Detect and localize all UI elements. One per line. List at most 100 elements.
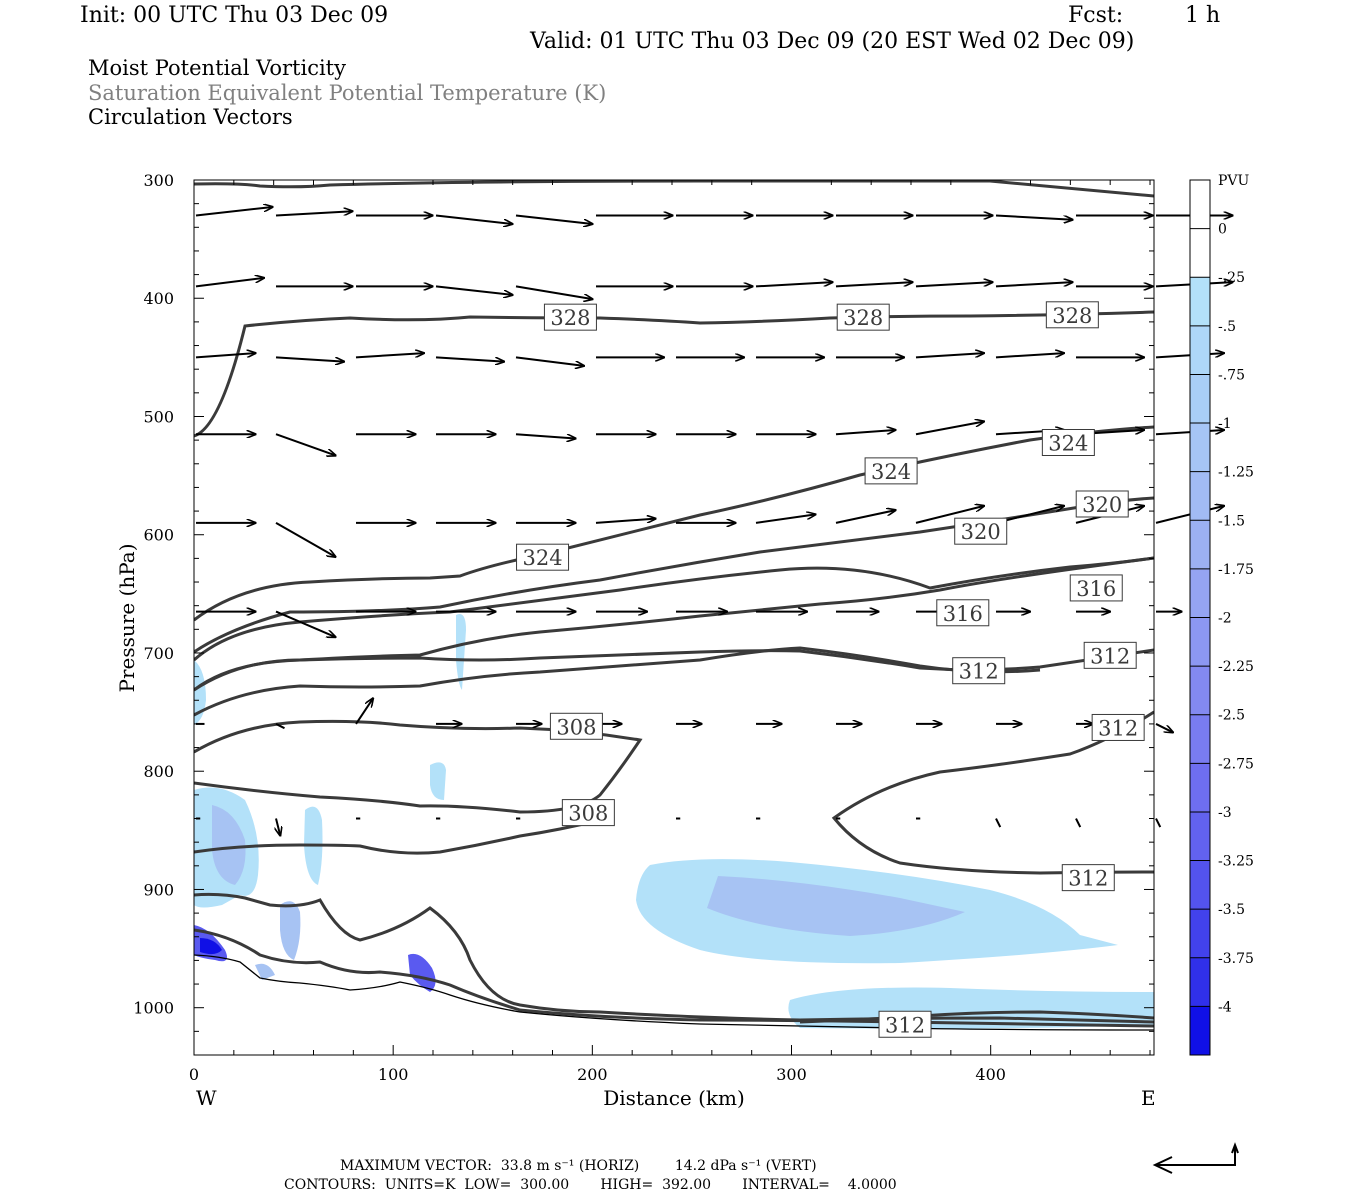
colorbar: PVU 0 -.25 -.5 -.75 -1 -1.25 -1.5 -1.75 -2 -2.25 -2… xyxy=(1189,173,1254,1056)
x-axis-title: Distance (km) xyxy=(603,1086,745,1110)
wind-vector xyxy=(915,506,984,524)
title-theta-es: Saturation Equivalent Potential Temperat… xyxy=(88,81,607,105)
wind-vector xyxy=(515,356,584,366)
wind-vector xyxy=(275,356,344,361)
y-axis-title: Pressure (hPa) xyxy=(115,544,139,693)
x-tick-label: 400 xyxy=(975,1065,1006,1084)
contour-312-mid xyxy=(194,648,1154,692)
wind-vector xyxy=(835,282,913,288)
wind-vector xyxy=(275,723,285,730)
pv-region-surface-3 xyxy=(255,963,275,980)
svg-text:328: 328 xyxy=(550,306,590,330)
y-tick-label: 800 xyxy=(143,762,174,781)
wind-vector xyxy=(995,506,1064,524)
pv-shading xyxy=(194,614,1154,1029)
colorbar-label: -3.5 xyxy=(1218,902,1245,918)
colorbar-cell xyxy=(1190,471,1210,521)
svg-text:308: 308 xyxy=(556,715,596,739)
wind-vector xyxy=(515,433,576,438)
svg-text:316: 316 xyxy=(1076,577,1116,601)
wind-vector xyxy=(995,818,1002,828)
y-tick-label: 500 xyxy=(143,407,174,426)
wind-vector xyxy=(915,421,984,436)
colorbar-cell xyxy=(1190,423,1210,472)
pv-region-central-core xyxy=(707,876,965,936)
wind-vector xyxy=(195,207,273,217)
wind-vector xyxy=(515,214,593,224)
svg-text:312: 312 xyxy=(885,1013,925,1037)
x-tick-label: 200 xyxy=(577,1065,608,1084)
pv-region-west-5 xyxy=(456,614,466,690)
wind-vector xyxy=(1155,723,1173,733)
pv-region-west-1-core xyxy=(212,805,246,885)
y-tick-label: 700 xyxy=(143,644,174,663)
colorbar-label: -2 xyxy=(1218,611,1232,627)
colorbar-label: -4 xyxy=(1218,999,1232,1015)
contour-label: 328 xyxy=(1045,301,1099,329)
contour-label: 312 xyxy=(1083,641,1137,669)
x-tick-label: 300 xyxy=(776,1065,807,1084)
title-vectors: Circulation Vectors xyxy=(88,105,293,129)
init-time: Init: 00 UTC Thu 03 Dec 09 xyxy=(80,3,389,28)
y-tick-label: 300 xyxy=(143,171,174,190)
svg-text:324: 324 xyxy=(523,546,563,570)
contour-label: 328 xyxy=(543,303,597,331)
colorbar-cell xyxy=(1190,666,1210,715)
contour-label: 316 xyxy=(936,599,990,627)
contour-label: 324 xyxy=(864,457,918,485)
x-tick-label: 100 xyxy=(378,1065,409,1084)
contour-labels: 328 328 328 324 324 324 320 320 316 316 312 312 312 3… xyxy=(516,301,1145,1038)
colorbar-label: -2.75 xyxy=(1218,756,1254,772)
wind-vector xyxy=(915,282,993,288)
contour-324 xyxy=(194,425,1154,622)
colorbar-cell xyxy=(1190,811,1210,861)
wind-vector xyxy=(755,514,816,524)
circulation-vectors xyxy=(195,207,1233,836)
wind-vector xyxy=(835,430,896,436)
forecast-label: Fcst: xyxy=(1068,3,1124,28)
wind-vector xyxy=(276,818,280,836)
plot-frame xyxy=(193,179,1155,1056)
colorbar-cell xyxy=(1190,1006,1210,1055)
wind-vector xyxy=(595,519,656,524)
pv-region-surface-west-core xyxy=(200,938,222,955)
contour-308-a xyxy=(194,646,1041,717)
svg-text:308: 308 xyxy=(568,802,608,826)
wind-vector xyxy=(995,214,1073,219)
contour-328 xyxy=(194,310,1154,438)
x-end-label-east: E xyxy=(1141,1086,1156,1110)
svg-text:312: 312 xyxy=(959,660,999,684)
colorbar-cell xyxy=(1190,568,1210,618)
colorbar-cell xyxy=(1190,714,1210,764)
wind-vector xyxy=(995,353,1064,359)
wind-vector xyxy=(835,510,896,524)
svg-text:328: 328 xyxy=(843,306,883,330)
svg-text:324: 324 xyxy=(871,460,911,484)
contour-label: 316 xyxy=(1069,574,1123,602)
wind-vector xyxy=(1075,818,1082,828)
x-tick-label: 0 xyxy=(189,1065,199,1084)
svg-text:312: 312 xyxy=(1098,716,1138,740)
contour-312-lower xyxy=(799,1010,1154,1024)
colorbar-cell xyxy=(1190,860,1210,910)
contour-label: 312 xyxy=(1091,713,1145,741)
contour-top xyxy=(194,180,1154,198)
svg-text:320: 320 xyxy=(961,520,1001,544)
colorbar-label: -1 xyxy=(1218,416,1232,432)
colorbar-cell xyxy=(1190,180,1210,229)
wind-vector xyxy=(435,356,504,361)
colorbar-cell xyxy=(1190,277,1210,326)
contour-316 xyxy=(194,556,1154,662)
contour-label: 324 xyxy=(516,543,570,571)
svg-text:312: 312 xyxy=(1090,644,1130,668)
colorbar-cell xyxy=(1190,957,1210,1007)
title-mpv: Moist Potential Vorticity xyxy=(88,56,346,80)
colorbar-label: -.5 xyxy=(1218,319,1236,335)
colorbar-label: -1.75 xyxy=(1218,562,1254,578)
forecast-hour: 1 h xyxy=(1185,3,1221,28)
contour-info: CONTOURS: UNITS=K LOW= 300.00 HIGH= 392.… xyxy=(284,1177,897,1193)
y-tick-label: 600 xyxy=(143,526,174,545)
wind-vector xyxy=(275,522,336,557)
colorbar-label: -2.25 xyxy=(1218,659,1254,675)
contour-label: 312 xyxy=(878,1010,932,1038)
